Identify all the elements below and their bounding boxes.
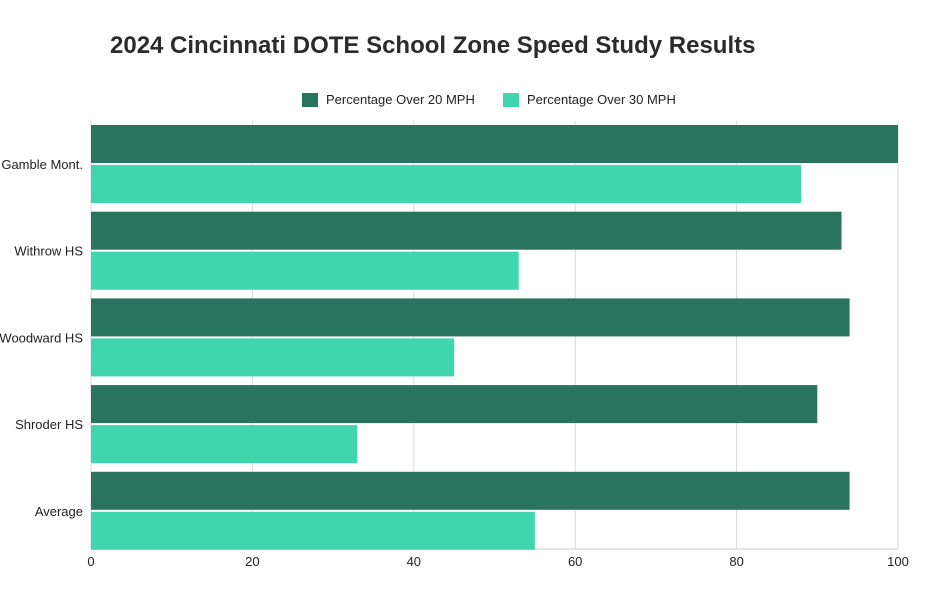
bar-over-30 bbox=[91, 338, 455, 377]
bar-over-30 bbox=[91, 251, 519, 290]
bar-over-30 bbox=[91, 511, 535, 550]
legend: Percentage Over 20 MPH Percentage Over 3… bbox=[0, 92, 944, 112]
legend-item-over-20: Percentage Over 20 MPH bbox=[302, 92, 475, 107]
bar-over-30 bbox=[91, 425, 358, 464]
legend-swatch-over-30 bbox=[503, 92, 519, 107]
legend-label-over-30: Percentage Over 30 MPH bbox=[527, 92, 676, 107]
legend-label-over-20: Percentage Over 20 MPH bbox=[326, 92, 475, 107]
bar-over-20 bbox=[91, 471, 850, 510]
x-tick-label: 0 bbox=[87, 554, 94, 569]
bar-over-20 bbox=[91, 125, 898, 163]
x-tick-label: 40 bbox=[407, 554, 421, 569]
legend-swatch-over-20 bbox=[302, 92, 318, 107]
x-tick-label: 100 bbox=[887, 554, 909, 569]
y-category-label: Shroder HS bbox=[15, 417, 83, 432]
y-category-label: Withrow HS bbox=[14, 244, 83, 259]
legend-item-over-30: Percentage Over 30 MPH bbox=[503, 92, 676, 107]
x-tick-label: 20 bbox=[245, 554, 259, 569]
bar-over-20 bbox=[91, 211, 842, 250]
bar-over-20 bbox=[91, 298, 850, 337]
bar-over-20 bbox=[91, 385, 818, 424]
x-tick-label: 60 bbox=[568, 554, 582, 569]
chart-title: 2024 Cincinnati DOTE School Zone Speed S… bbox=[110, 32, 756, 59]
y-category-label: Gamble Mont. bbox=[1, 157, 83, 172]
y-category-label: Woodward HS bbox=[0, 330, 83, 345]
bar-over-30 bbox=[91, 165, 802, 203]
y-category-label: Average bbox=[35, 504, 83, 519]
x-tick-label: 80 bbox=[729, 554, 743, 569]
